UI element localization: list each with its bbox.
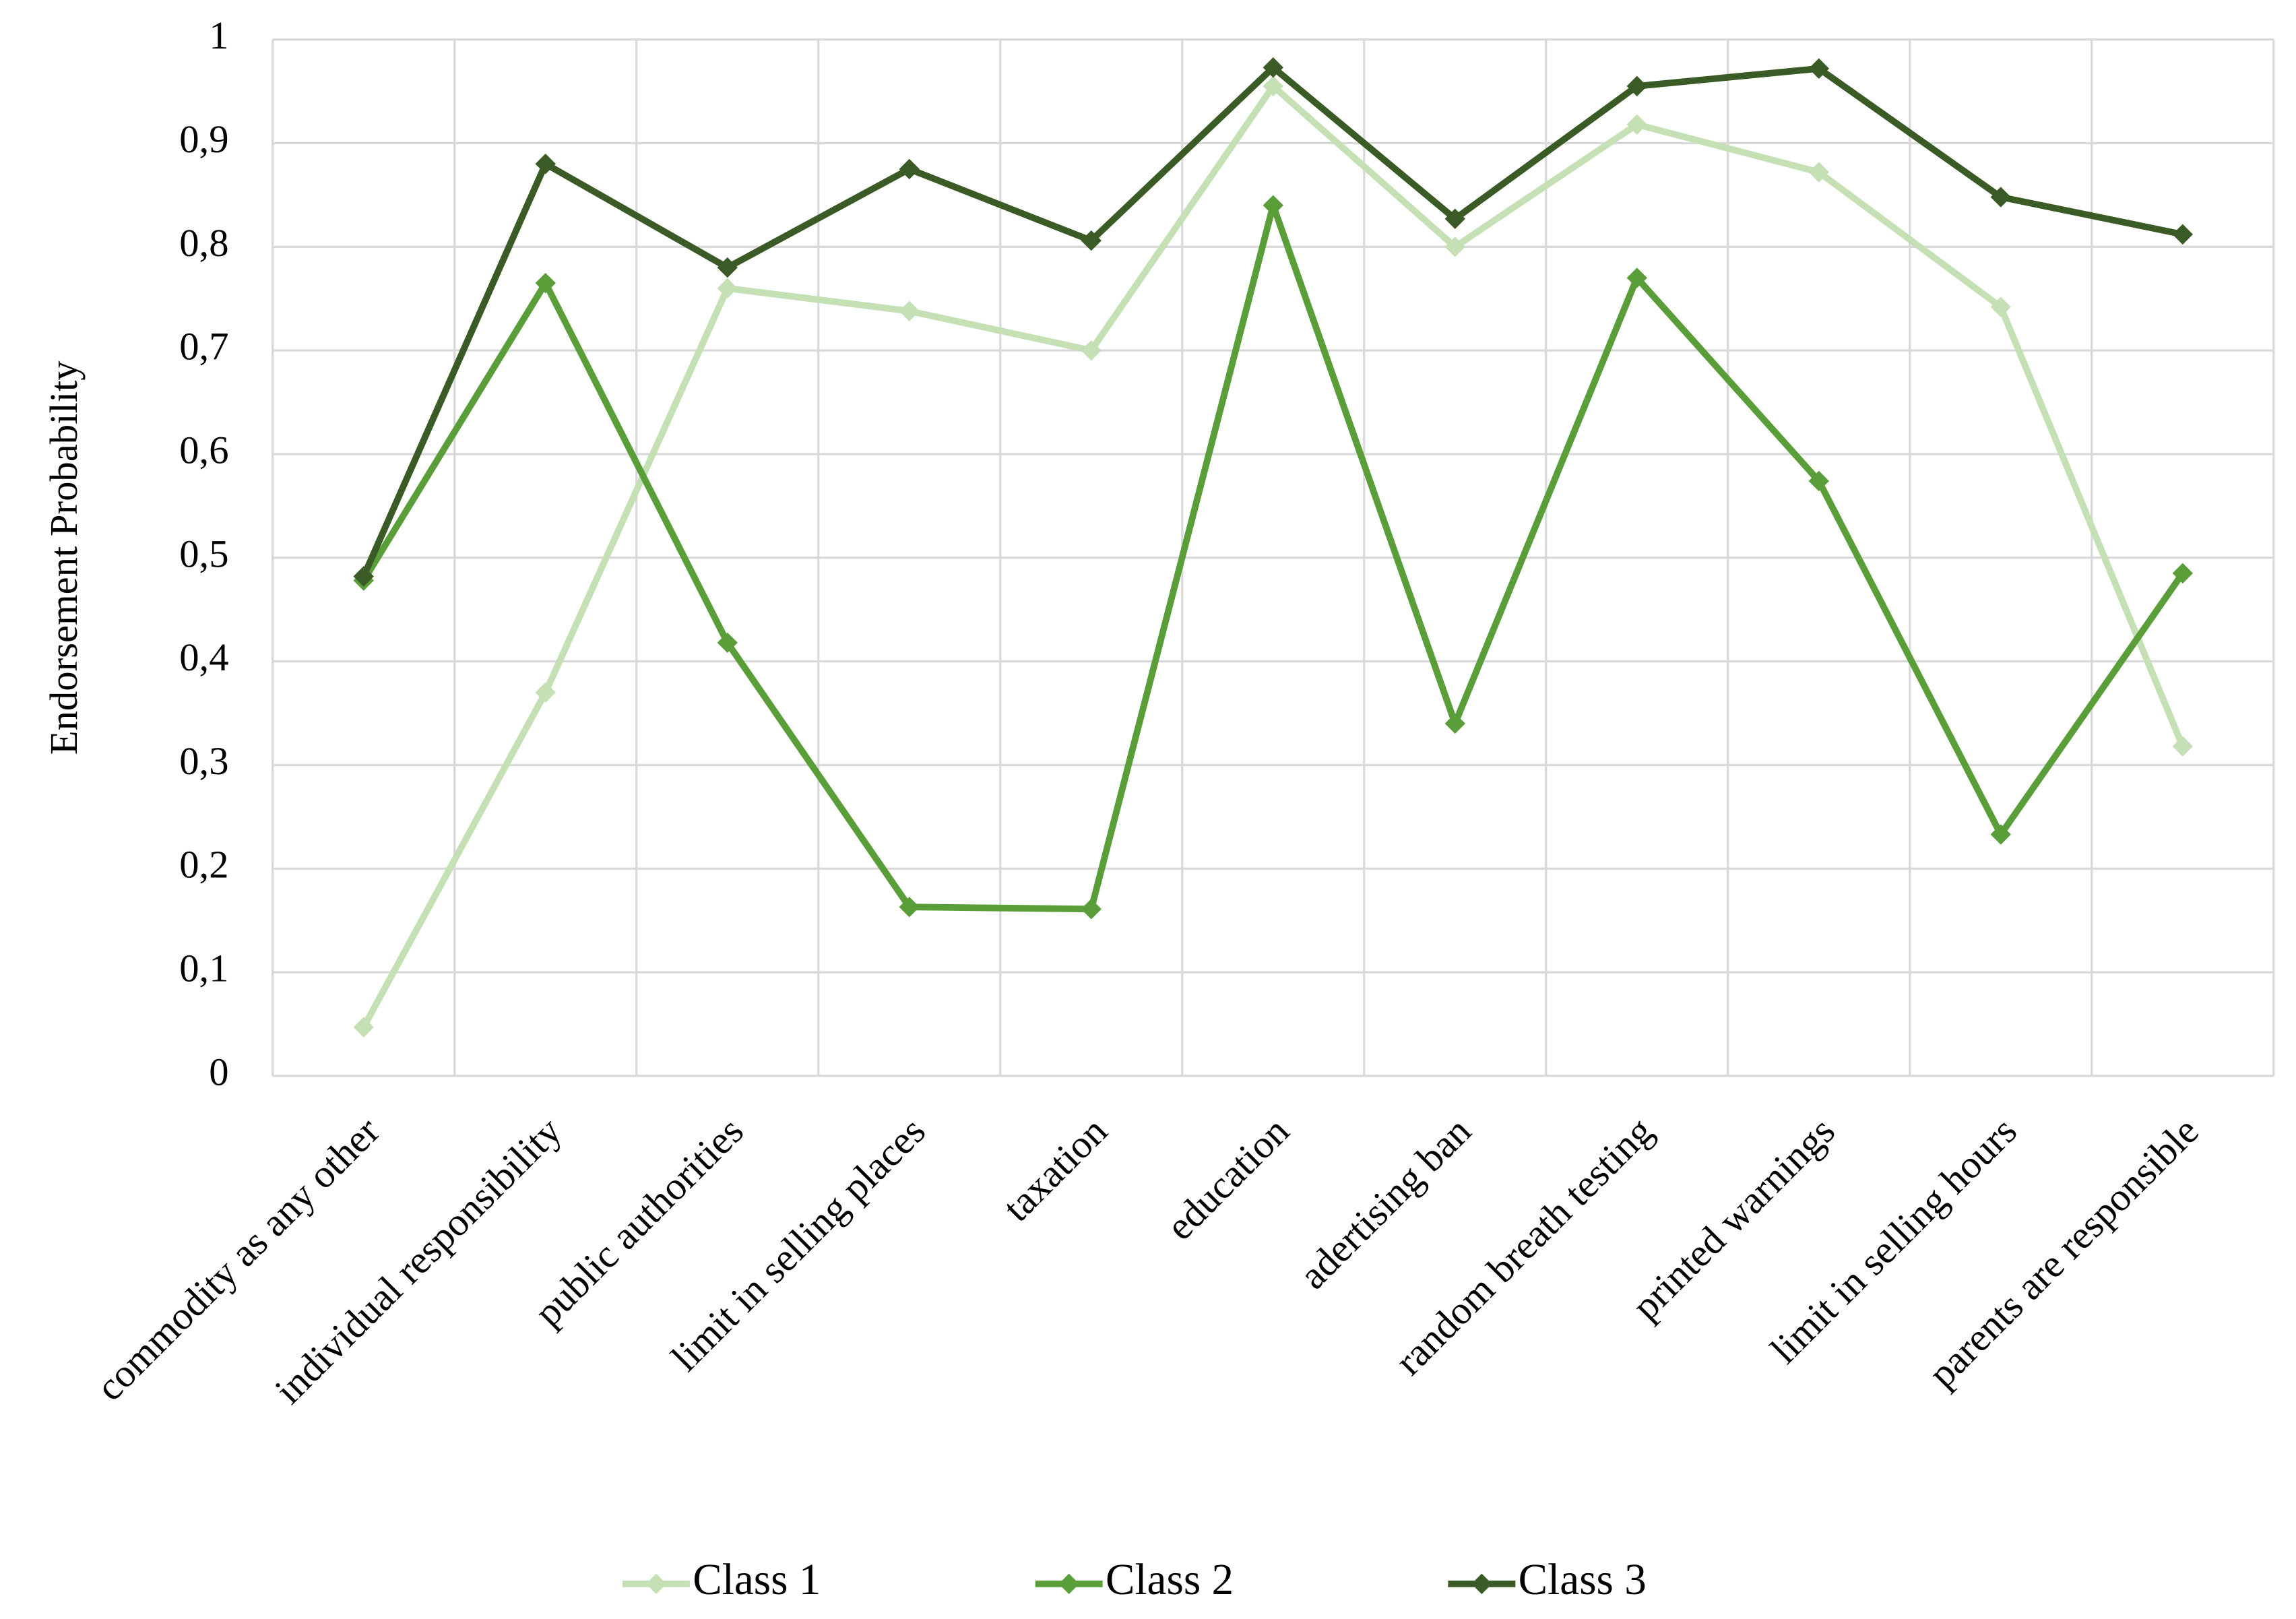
point-marker	[535, 682, 556, 703]
point-marker	[1808, 58, 1829, 79]
point-marker	[1808, 470, 1829, 492]
y-tick-label: 1	[209, 13, 228, 57]
point-marker	[1444, 208, 1465, 229]
point-marker	[535, 272, 556, 294]
point-marker	[353, 566, 374, 587]
point-marker	[1808, 162, 1829, 183]
legend-label: Class 2	[1106, 1556, 1234, 1604]
point-marker	[1990, 824, 2012, 845]
y-tick-label: 0,1	[179, 947, 228, 990]
y-tick-label: 0,5	[179, 532, 228, 575]
y-tick-label: 0,3	[179, 739, 228, 783]
point-marker	[1444, 713, 1465, 734]
legend-label: Class 1	[693, 1556, 821, 1604]
point-marker	[899, 158, 920, 180]
point-marker	[717, 257, 738, 278]
x-tick-label: adertising ban	[1291, 1109, 1479, 1298]
y-tick-label: 0,4	[179, 635, 228, 679]
point-marker	[2172, 736, 2194, 757]
point-marker	[1081, 899, 1102, 920]
x-tick-label: education	[1158, 1109, 1298, 1248]
point-marker	[535, 154, 556, 174]
y-tick-label: 0	[209, 1050, 228, 1093]
y-tick-label: 0,7	[179, 325, 228, 369]
point-marker	[1263, 195, 1283, 216]
y-tick-label: 0,8	[179, 221, 228, 265]
point-marker	[1990, 187, 2012, 208]
point-marker	[2172, 224, 2194, 245]
y-tick-label: 0,9	[179, 117, 228, 161]
y-tick-label: 0,6	[179, 428, 228, 472]
legend-marker	[1058, 1573, 1079, 1595]
x-tick-label: taxation	[994, 1109, 1116, 1230]
y-axis-label: Endorsement Probability	[42, 360, 86, 755]
point-marker	[899, 896, 920, 918]
point-marker	[2172, 563, 2194, 584]
point-marker	[1444, 236, 1465, 257]
y-tick-label: 0,2	[179, 843, 228, 887]
point-marker	[899, 300, 920, 321]
legend-label: Class 3	[1519, 1556, 1647, 1604]
point-marker	[1626, 114, 1647, 135]
point-marker	[1626, 267, 1647, 288]
point-marker	[717, 278, 738, 299]
legend-marker	[1471, 1573, 1492, 1595]
point-marker	[1990, 296, 2012, 317]
legend-marker	[645, 1573, 667, 1595]
point-marker	[1626, 75, 1647, 97]
point-marker	[717, 632, 738, 654]
